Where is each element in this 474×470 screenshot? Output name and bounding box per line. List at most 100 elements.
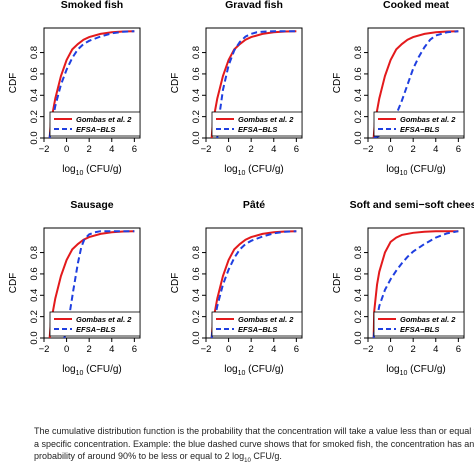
x-tick-label: −2 (201, 144, 212, 155)
figure-caption: The cumulative distribution function is … (34, 425, 474, 467)
x-tick-label: 6 (132, 144, 137, 155)
y-tick-label: 0.8 (353, 246, 364, 259)
y-tick-label: 0.4 (191, 89, 202, 102)
plot-frame (205, 227, 303, 339)
x-tick-label: 2 (411, 344, 416, 355)
x-axis-label: log10 (CFU/g) (224, 364, 284, 377)
x-tick-label: 4 (433, 144, 438, 155)
legend-box (49, 111, 141, 137)
y-tick-label: 0.8 (29, 246, 40, 259)
y-tick-label: 0.8 (29, 46, 40, 59)
panel-gravad-fish: Gravad fish −2 0 2 4 6 0.0 0.2 0.4 0.6 0.8 CDF log10… (170, 0, 303, 177)
y-tick-label: 0.8 (191, 246, 202, 259)
plot-frame (205, 27, 303, 139)
legend-label: EFSA−BLS (400, 125, 439, 134)
y-tick-label: 0.2 (191, 310, 202, 323)
legend-label: Gombas et al. 2 (400, 315, 456, 324)
plot-frame (367, 227, 465, 339)
x-axis-label: log10 (CFU/g) (62, 364, 122, 377)
series-line-gombas-et-al-2 (372, 30, 459, 138)
legend-label: Gombas et al. 2 (400, 115, 456, 124)
y-tick-label: 0.2 (353, 110, 364, 123)
y-tick-label: 0.4 (353, 289, 364, 302)
cdf-figure: Smoked fish −2 0 2 4 6 0.0 0.2 0.4 0.6 0.8 CDF log10… (8, 0, 474, 377)
y-tick-label: 0.0 (29, 331, 40, 344)
y-tick-label: 0.6 (353, 67, 364, 80)
panel-title: Soft and semi−soft cheese (350, 199, 474, 211)
caption-line-3: probability of around 90% to be less or … (34, 451, 282, 464)
y-tick-label: 0.8 (353, 46, 364, 59)
x-tick-label: −2 (363, 144, 374, 155)
x-tick-label: 4 (109, 144, 114, 155)
plot-frame (43, 27, 141, 139)
plot-frame (43, 227, 141, 339)
legend-label: Gombas et al. 2 (76, 315, 132, 324)
legend-label: Gombas et al. 2 (76, 115, 132, 124)
x-tick-label: 6 (456, 344, 461, 355)
x-tick-label: 4 (433, 344, 438, 355)
y-tick-label: 0.0 (353, 331, 364, 344)
x-tick-label: −2 (363, 344, 374, 355)
series-line-gombas-et-al-2 (210, 30, 297, 138)
series-line-gombas-et-al-2 (372, 230, 459, 338)
panel-smoked-fish: Smoked fish −2 0 2 4 6 0.0 0.2 0.4 0.6 0.8 CDF log10… (8, 0, 141, 177)
x-tick-label: 4 (271, 144, 276, 155)
y-tick-label: 0.4 (29, 289, 40, 302)
y-axis-label: CDF (8, 273, 19, 294)
x-tick-label: 4 (271, 344, 276, 355)
y-axis-label: CDF (170, 273, 181, 294)
y-tick-label: 0.0 (191, 131, 202, 144)
series-line-gombas-et-al-2 (48, 230, 135, 338)
legend-label: EFSA−BLS (238, 125, 277, 134)
y-tick-label: 0.0 (353, 131, 364, 144)
y-axis-label: CDF (332, 273, 343, 294)
x-tick-label: 2 (411, 144, 416, 155)
y-tick-label: 0.6 (191, 67, 202, 80)
y-tick-label: 0.0 (191, 331, 202, 344)
series-line-gombas-et-al-2 (210, 230, 297, 338)
x-tick-label: 6 (456, 144, 461, 155)
x-tick-label: 2 (249, 344, 254, 355)
x-tick-label: 6 (294, 144, 299, 155)
legend-label: Gombas et al. 2 (238, 115, 294, 124)
x-tick-label: 6 (132, 344, 137, 355)
x-tick-label: 0 (388, 344, 393, 355)
x-tick-label: 0 (226, 144, 231, 155)
series-line-gombas-et-al-2 (48, 30, 135, 138)
series-line-efsa-bls (48, 30, 135, 138)
legend-box (373, 311, 465, 337)
y-tick-label: 0.8 (191, 46, 202, 59)
panel-p-t: Pâté −2 0 2 4 6 0.0 0.2 0.4 0.6 0.8 CDF log10 (CFU/g… (170, 199, 303, 377)
panel-soft-and-semi-soft-cheese: Soft and semi−soft cheese −2 0 2 4 6 0.0 0.2 0.4… (332, 199, 474, 377)
panel-sausage: Sausage −2 0 2 4 6 0.0 0.2 0.4 0.6 0.8 CDF log10 (CF… (8, 199, 141, 377)
y-tick-label: 0.6 (353, 267, 364, 280)
y-tick-label: 0.6 (29, 267, 40, 280)
y-tick-label: 0.2 (29, 110, 40, 123)
panel-title: Gravad fish (225, 0, 283, 11)
legend-box (211, 311, 303, 337)
panel-title: Sausage (70, 199, 113, 211)
legend-label: EFSA−BLS (76, 125, 115, 134)
legend-label: Gombas et al. 2 (238, 315, 294, 324)
y-tick-label: 0.2 (29, 310, 40, 323)
legend-label: EFSA−BLS (400, 325, 439, 334)
x-axis-label: log10 (CFU/g) (224, 164, 284, 177)
panel-title: Cooked meat (383, 0, 449, 11)
x-tick-label: 2 (87, 344, 92, 355)
x-axis-label: log10 (CFU/g) (386, 364, 446, 377)
y-tick-label: 0.0 (29, 131, 40, 144)
y-axis-label: CDF (332, 73, 343, 94)
y-tick-label: 0.2 (191, 110, 202, 123)
legend-label: EFSA−BLS (238, 325, 277, 334)
x-tick-label: 0 (64, 344, 69, 355)
x-axis-label: log10 (CFU/g) (62, 164, 122, 177)
x-tick-label: 2 (249, 144, 254, 155)
y-tick-label: 0.4 (353, 89, 364, 102)
x-tick-label: −2 (39, 344, 50, 355)
x-axis-label: log10 (CFU/g) (386, 164, 446, 177)
